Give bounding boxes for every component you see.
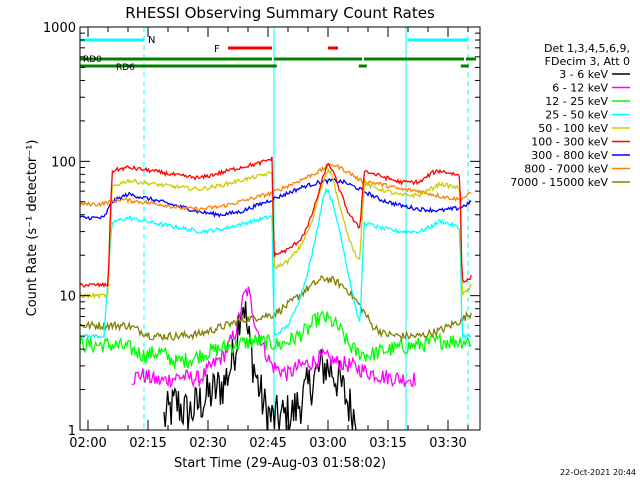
series-100-300keV-line: [79, 156, 472, 288]
x-tick-label: 02:30: [189, 436, 226, 451]
y-tick-label: 10: [59, 290, 76, 305]
y-tick-label: 1000: [43, 21, 76, 36]
legend-label: 7000 - 15000 keV: [510, 176, 608, 189]
legend-header-line: Det 1,3,4,5,6,9,: [544, 42, 630, 55]
y-tick-label: 100: [51, 155, 76, 170]
plot-frame-top: [79, 26, 481, 431]
x-tick-label: 03:00: [309, 436, 346, 451]
legend-label: 3 - 6 keV: [559, 68, 608, 81]
x-tick-label: 02:45: [249, 436, 286, 451]
legend: Det 1,3,4,5,6,9,FDecim 3, Att 03 - 6 keV…: [510, 42, 630, 189]
series-6-12keV-line: [131, 286, 416, 389]
y-tick-label: 1: [68, 424, 76, 439]
series-3-6keV-line: [163, 301, 357, 431]
legend-label: 800 - 7000 keV: [524, 163, 608, 176]
x-tick-label: 03:15: [369, 436, 406, 451]
plot-frame: [79, 26, 481, 431]
legend-label: 100 - 300 keV: [531, 136, 608, 149]
chart-title: RHESSI Observing Summary Count Rates: [125, 4, 435, 22]
series-50-100keV-line: [79, 168, 472, 300]
footer-date: 22-Oct-2021 20:44: [560, 468, 636, 477]
rd6-label: RD6: [116, 63, 135, 73]
legend-header-line: FDecim 3, Att 0: [545, 55, 630, 68]
plot-area: N F RD0 RD6 1 10 100 1000 02:00 02:15 02:30 02:45 03…: [43, 21, 481, 451]
legend-label: 25 - 50 keV: [545, 109, 608, 122]
series-25-50keV-line: [79, 187, 472, 340]
flare-label: F: [214, 44, 220, 55]
x-tick-label: 03:30: [429, 436, 466, 451]
legend-label: 6 - 12 keV: [552, 82, 608, 95]
legend-label: 300 - 800 keV: [531, 149, 608, 162]
x-tick-label: 02:00: [69, 436, 106, 451]
rd0-label: RD0: [83, 55, 102, 65]
x-tick-label: 02:15: [129, 436, 166, 451]
legend-label: 50 - 100 keV: [538, 122, 608, 135]
y-axis-label: Count Rate (s⁻¹ detector⁻¹): [25, 140, 40, 317]
series-7000-15000keV-line: [80, 275, 472, 342]
series-800-7000keV-line: [79, 163, 472, 212]
series-300-800keV-line: [79, 177, 472, 221]
legend-label: 12 - 25 keV: [545, 95, 608, 108]
series-12-25keV-line: [79, 310, 472, 370]
night-label: N: [148, 35, 155, 46]
x-axis-label: Start Time (29-Aug-03 01:58:02): [174, 456, 386, 471]
